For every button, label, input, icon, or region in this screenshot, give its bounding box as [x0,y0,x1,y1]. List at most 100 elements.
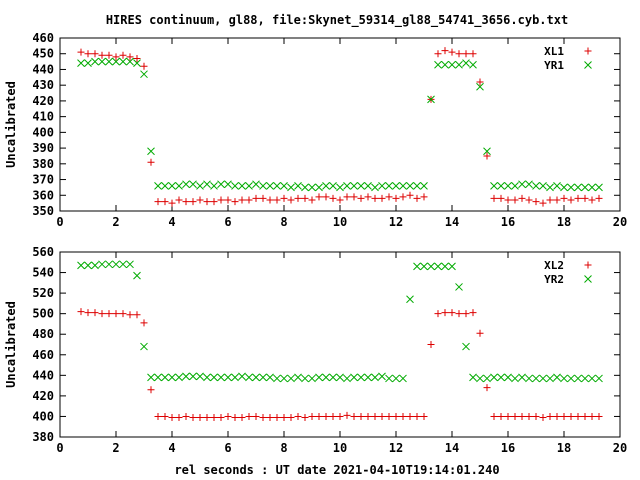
data-point [196,196,204,204]
y-tick-label: 360 [32,188,54,202]
y-tick-label: 480 [32,327,54,341]
x-tick-label: 4 [168,441,175,455]
data-point [588,374,596,383]
data-point [315,193,323,201]
data-point [238,181,246,190]
data-point [203,373,211,382]
data-point [126,57,134,66]
data-point [539,374,547,383]
data-point [504,196,512,204]
data-point [343,374,351,383]
x-tick-label: 14 [445,215,459,229]
data-point [210,373,218,382]
data-point [154,412,162,420]
legend-label: XL1 [544,45,564,58]
data-point [595,412,603,420]
data-point [539,199,547,207]
data-point [126,311,134,319]
data-point [441,47,449,55]
data-point [84,59,92,68]
data-point [448,309,456,317]
data-point [546,183,554,192]
data-point [91,261,99,270]
lower-panel: 380 400 420 440 460 480 500 520 540 560 0 2 4 6 8 10 12 1… [4,245,627,455]
data-point [231,181,239,190]
data-point [336,373,344,382]
series-yr2 [77,260,603,383]
data-point [77,59,85,68]
data-point [91,57,99,66]
data-point [476,329,484,337]
data-point [588,183,596,192]
data-point [350,181,358,190]
data-point [161,373,169,382]
data-point [532,412,540,420]
data-point [483,374,491,383]
data-point [455,310,463,318]
data-point [175,413,183,421]
chart-title: HIRES continuum, gl88, file:Skynet_59314… [106,13,568,28]
series-xl2 [77,308,603,421]
data-point [595,194,603,202]
y-tick-label: 460 [32,348,54,362]
data-point [91,50,99,58]
series-yr1 [77,57,603,192]
data-point [441,309,449,317]
x-tick-label: 18 [557,215,571,229]
data-point [357,194,365,202]
data-point [399,412,407,420]
data-point [154,198,162,206]
data-point [280,374,288,383]
data-point [210,198,218,206]
data-point [119,51,127,59]
data-point [504,373,512,382]
x-tick-label: 0 [56,441,63,455]
legend-label: XL2 [544,259,564,272]
data-point [350,412,358,420]
x-tick-label: 10 [333,215,347,229]
data-point [378,181,386,190]
data-point [364,373,372,382]
data-point [112,310,120,318]
data-point [308,196,316,204]
data-point [238,196,246,204]
x-tick-label: 12 [389,441,403,455]
data-point [259,413,267,421]
x-tick-label: 4 [168,215,175,229]
data-point [546,374,554,383]
data-point [413,181,421,190]
data-point [392,412,400,420]
data-point [175,196,183,204]
data-point [553,196,561,204]
series-xl1 [77,47,603,207]
data-point [420,193,428,201]
x-tick-label: 20 [613,441,627,455]
data-point [238,372,246,381]
data-point [525,374,533,383]
data-point [168,199,176,207]
y-tick-label: 460 [32,31,54,45]
data-point [182,372,190,381]
data-point [266,413,274,421]
data-point [203,198,211,206]
data-point [252,373,260,382]
data-point [455,283,463,291]
data-point [560,194,568,202]
x-tick-label: 8 [280,441,287,455]
legend-marker [584,47,592,55]
data-point [252,180,260,189]
data-point [329,412,337,420]
legend-label: YR2 [544,273,564,286]
y-tick-label: 370 [32,173,54,187]
data-point [567,196,575,204]
y-tick-label: 440 [32,62,54,76]
data-point [273,196,281,204]
data-point [462,342,470,351]
x-tick-label: 16 [501,441,515,455]
data-point [476,78,484,86]
data-point [112,260,120,269]
data-point [427,341,435,348]
data-point [280,413,288,421]
data-point [252,194,260,202]
